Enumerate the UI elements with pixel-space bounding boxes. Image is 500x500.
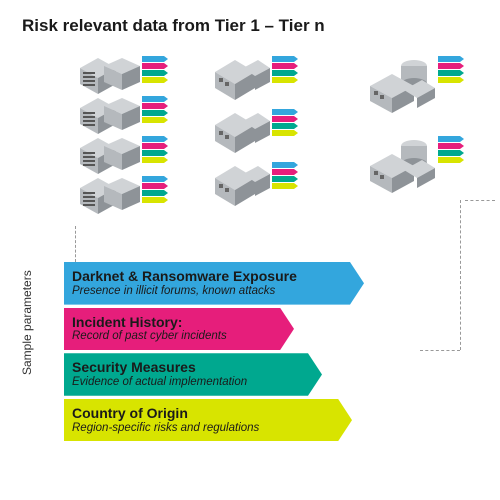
risk-flag bbox=[142, 117, 164, 123]
parameter-title: Incident History: bbox=[72, 314, 272, 331]
risk-flags bbox=[438, 56, 460, 83]
parameter-subtitle: Presence in illicit forums, known attack… bbox=[72, 285, 342, 299]
risk-flag bbox=[142, 150, 164, 156]
risk-flags bbox=[142, 96, 164, 123]
risk-flag bbox=[438, 136, 460, 142]
facility-plant bbox=[370, 58, 435, 118]
tier-area bbox=[40, 58, 480, 238]
parameter-ribbon: Country of OriginRegion-specific risks a… bbox=[64, 399, 352, 442]
risk-flag bbox=[272, 56, 294, 62]
risk-flag bbox=[142, 157, 164, 163]
parameter-ribbon: Darknet & Ransomware ExposurePresence in… bbox=[64, 262, 364, 305]
risk-flag bbox=[438, 150, 460, 156]
facility-server-rack bbox=[80, 138, 140, 179]
risk-flag bbox=[142, 56, 164, 62]
facility-factory bbox=[215, 111, 270, 158]
risk-flag bbox=[142, 183, 164, 189]
parameter-title: Security Measures bbox=[72, 359, 300, 376]
parameter-ribbon: Security MeasuresEvidence of actual impl… bbox=[64, 353, 322, 396]
parameter-subtitle: Region-specific risks and regulations bbox=[72, 422, 330, 436]
risk-flags bbox=[272, 162, 294, 189]
sample-parameters-label: Sample parameters bbox=[20, 270, 34, 375]
risk-flag bbox=[142, 136, 164, 142]
risk-flags bbox=[272, 109, 294, 136]
facility-server-rack bbox=[80, 178, 140, 219]
risk-flag bbox=[438, 77, 460, 83]
risk-flag bbox=[142, 176, 164, 182]
risk-flag bbox=[272, 183, 294, 189]
page-title: Risk relevant data from Tier 1 – Tier n bbox=[22, 16, 325, 36]
risk-flags bbox=[142, 56, 164, 83]
risk-flag bbox=[272, 70, 294, 76]
risk-flag bbox=[438, 56, 460, 62]
risk-flag bbox=[142, 103, 164, 109]
risk-flag bbox=[142, 190, 164, 196]
parameter-title: Country of Origin bbox=[72, 405, 330, 422]
risk-flag bbox=[438, 157, 460, 163]
parameter-subtitle: Evidence of actual implementation bbox=[72, 376, 300, 390]
risk-flag bbox=[142, 70, 164, 76]
risk-flag bbox=[272, 63, 294, 69]
risk-flags bbox=[142, 176, 164, 203]
risk-flag bbox=[272, 109, 294, 115]
risk-flag bbox=[142, 197, 164, 203]
facility-server-rack bbox=[80, 58, 140, 99]
facility-server-rack bbox=[80, 98, 140, 139]
risk-flag bbox=[438, 63, 460, 69]
parameter-title: Darknet & Ransomware Exposure bbox=[72, 268, 342, 285]
risk-flag bbox=[272, 162, 294, 168]
risk-flags bbox=[438, 136, 460, 163]
facility-plant bbox=[370, 138, 435, 198]
risk-flag bbox=[142, 143, 164, 149]
risk-flag bbox=[142, 96, 164, 102]
risk-flag bbox=[142, 63, 164, 69]
risk-flag bbox=[438, 70, 460, 76]
risk-flags bbox=[142, 136, 164, 163]
risk-flag bbox=[438, 143, 460, 149]
risk-flag bbox=[272, 176, 294, 182]
risk-flag bbox=[272, 116, 294, 122]
risk-flag bbox=[142, 110, 164, 116]
facility-factory bbox=[215, 58, 270, 105]
facility-factory bbox=[215, 164, 270, 211]
risk-flags bbox=[272, 56, 294, 83]
connector-line bbox=[420, 350, 460, 351]
risk-flag bbox=[272, 123, 294, 129]
parameter-stack: Darknet & Ransomware ExposurePresence in… bbox=[64, 262, 364, 441]
parameter-ribbon: Incident History:Record of past cyber in… bbox=[64, 308, 294, 351]
risk-flag bbox=[142, 77, 164, 83]
risk-flag bbox=[272, 169, 294, 175]
risk-flag bbox=[272, 130, 294, 136]
parameter-subtitle: Record of past cyber incidents bbox=[72, 330, 272, 344]
risk-flag bbox=[272, 77, 294, 83]
